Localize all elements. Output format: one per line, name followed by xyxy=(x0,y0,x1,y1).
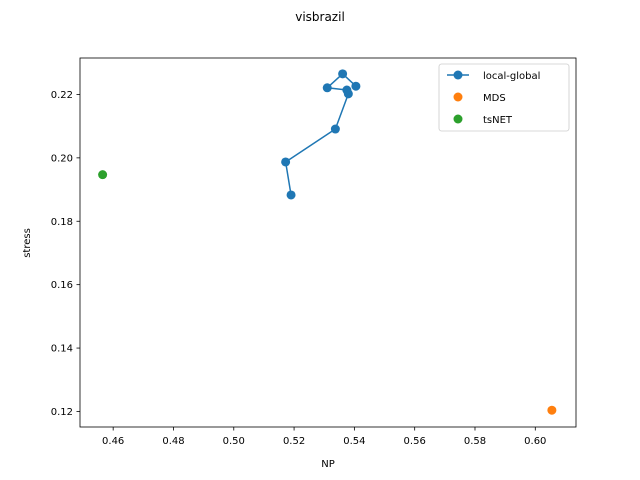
y-tick-label-5: 0.22 xyxy=(51,90,73,101)
x-tick-label-4: 0.54 xyxy=(343,436,365,447)
legend-marker-tsnet xyxy=(453,114,463,124)
x-tick-label-2: 0.50 xyxy=(223,436,245,447)
point-local-global-6 xyxy=(338,69,348,79)
point-local-global-0 xyxy=(286,190,296,200)
chart-title: visbrazil xyxy=(295,10,345,24)
legend-marker-local-global xyxy=(453,70,463,80)
legend-label-tsnet: tsNET xyxy=(483,115,513,126)
x-tick-label-3: 0.52 xyxy=(283,436,305,447)
plot-frame xyxy=(79,57,577,428)
x-tick-label-7: 0.60 xyxy=(524,436,546,447)
y-tick-label-3: 0.18 xyxy=(51,217,73,228)
x-tick-label-6: 0.58 xyxy=(464,436,486,447)
x-axis-label: NP xyxy=(321,459,335,470)
y-tick-label-4: 0.20 xyxy=(51,153,73,164)
x-tick-label-5: 0.56 xyxy=(404,436,426,447)
legend-label-mds: MDS xyxy=(483,93,506,104)
plot-area: 0.46 0.48 0.50 0.52 0.54 0.56 0.58 0.60 0.12 0.14… xyxy=(51,57,577,447)
point-local-global-5 xyxy=(322,83,332,93)
point-tsnet-0 xyxy=(98,170,108,180)
y-tick-label-0: 0.12 xyxy=(51,407,73,418)
point-local-global-2 xyxy=(330,124,340,134)
y-tick-label-2: 0.16 xyxy=(51,280,73,291)
x-tick-label-1: 0.48 xyxy=(162,436,184,447)
legend-marker-mds xyxy=(453,92,463,102)
point-local-global-4 xyxy=(342,85,352,95)
point-local-global-1 xyxy=(281,157,291,167)
legend-label-local-global: local-global xyxy=(483,71,540,82)
point-local-global-7 xyxy=(351,81,361,91)
y-axis-label: stress xyxy=(22,228,33,258)
y-tick-label-1: 0.14 xyxy=(51,344,73,355)
point-mds-0 xyxy=(547,405,557,415)
x-tick-label-0: 0.46 xyxy=(102,436,124,447)
legend-box xyxy=(438,63,570,132)
